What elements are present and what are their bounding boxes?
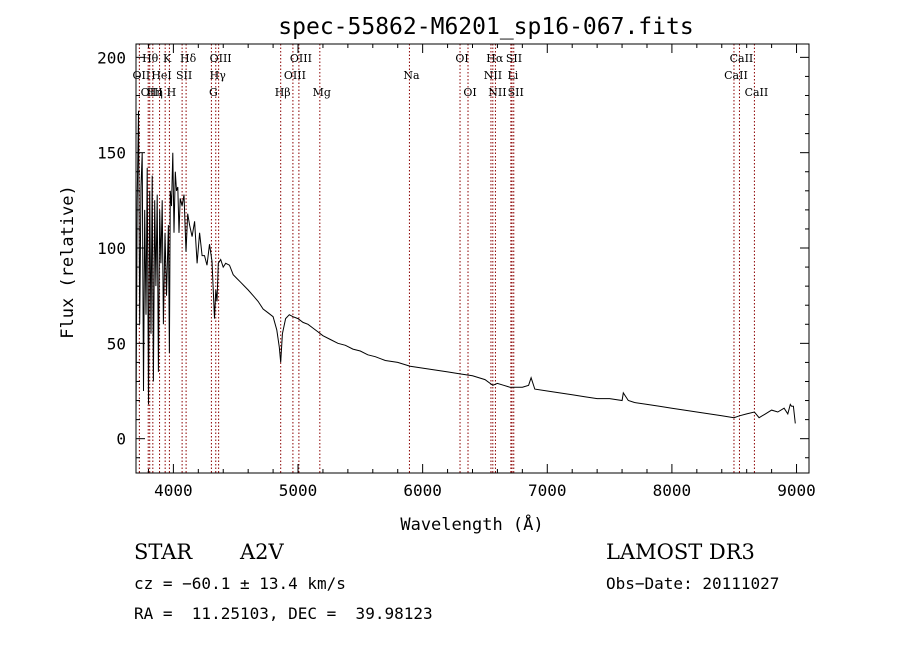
x-tick-label: 6000 (403, 481, 442, 500)
line-label: OI (455, 52, 468, 65)
line-label: Hη (147, 86, 163, 99)
line-label: NII (488, 86, 506, 99)
line-label: Mg (313, 86, 331, 99)
y-tick-label: 200 (97, 48, 126, 67)
sky-coordinates: RA = 11.25103, DEC = 39.98123 (134, 604, 433, 623)
line-label: OIII (290, 52, 312, 65)
observation-date: Obs−Date: 20111027 (606, 574, 780, 593)
line-label: OI (463, 86, 476, 99)
line-label: SII (508, 86, 524, 99)
line-label: CaII (745, 86, 769, 99)
emission-line-labels: OIIHθOIIIHηHeIKHSIIHδGHγOIIIHβOIIIOIIIMg… (133, 52, 769, 99)
line-label: H (167, 86, 177, 99)
line-label: CaII (730, 52, 754, 65)
flux-series-line (135, 110, 796, 424)
y-axis-label: Flux (relative) (58, 185, 78, 339)
line-label: OIII (210, 52, 232, 65)
axis-ticks (136, 44, 809, 473)
line-label: G (209, 86, 218, 99)
redshift-velocity: cz = −60.1 ± 13.4 km/s (134, 574, 346, 593)
y-tick-label: 150 (97, 144, 126, 163)
plot-frame (135, 43, 810, 474)
y-tick-label: 50 (107, 334, 126, 353)
line-label: OIII (141, 86, 163, 99)
x-tick-label: 9000 (777, 481, 816, 500)
x-tick-label: 8000 (653, 481, 692, 500)
emission-line-markers (138, 44, 755, 473)
line-label: Hβ (275, 86, 291, 99)
x-tick-label: 7000 (528, 481, 567, 500)
line-label: CaII (724, 69, 748, 82)
survey-name: LAMOST DR3 (606, 540, 755, 564)
line-label: Hθ (142, 52, 159, 65)
y-tick-label: 0 (116, 430, 126, 449)
line-label: OIII (284, 69, 306, 82)
object-class: STAR (134, 540, 193, 564)
line-label: HeI (151, 69, 171, 82)
y-tick-label: 100 (97, 239, 126, 258)
line-label: K (163, 52, 172, 65)
line-label: NII (484, 69, 502, 82)
spectral-subclass: A2V (240, 540, 284, 564)
axis-tick-labels: 4000 5000 6000 7000 8000 9000 0 50 100 150 200 (97, 48, 816, 500)
line-label: SII (506, 52, 522, 65)
line-label: Hα (486, 52, 504, 65)
line-label: Li (507, 69, 518, 82)
line-label: OII (133, 69, 151, 82)
line-label: SII (176, 69, 192, 82)
line-label: Hγ (210, 69, 227, 82)
line-label: Na (403, 69, 420, 82)
x-tick-label: 4000 (154, 481, 193, 500)
line-label: Hδ (180, 52, 197, 65)
x-axis-label: Wavelength (Å) (400, 513, 543, 535)
chart-title: spec-55862-M6201_sp16-067.fits (278, 14, 693, 40)
x-tick-label: 5000 (279, 481, 318, 500)
